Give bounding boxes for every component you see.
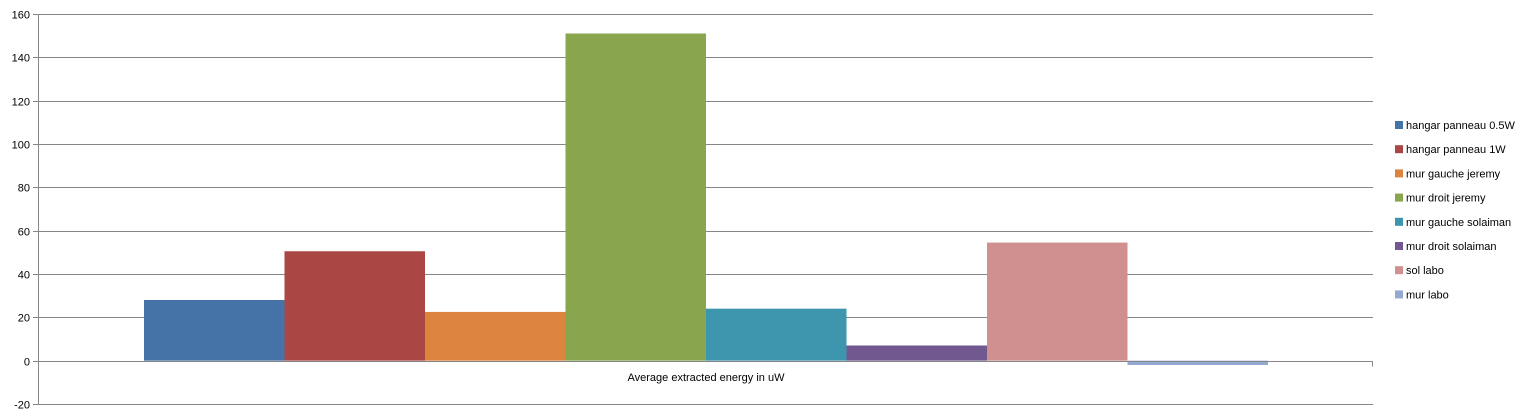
x-category-label: Average extracted energy in uW <box>628 372 786 384</box>
legend-swatch <box>1395 290 1403 299</box>
bar-5 <box>846 345 987 361</box>
legend-label: mur droit solaiman <box>1406 241 1496 253</box>
legend-label: mur droit jeremy <box>1406 193 1486 205</box>
legend-label: hangar panneau 0.5W <box>1406 120 1515 132</box>
y-tick-label: -20 <box>14 400 30 412</box>
bar-1 <box>284 251 425 361</box>
legend-label: mur labo <box>1406 289 1449 301</box>
legend: hangar panneau 0.5W hangar panneau 1W mur … <box>1395 120 1515 301</box>
legend-label: mur gauche solaiman <box>1406 217 1511 229</box>
y-tick-label: 100 <box>12 140 30 152</box>
legend-swatch <box>1395 169 1403 178</box>
bar-0 <box>144 300 285 361</box>
bar-2 <box>425 311 566 361</box>
y-tick-label: 60 <box>18 227 30 239</box>
bar-3 <box>565 33 706 361</box>
y-tick-label: 140 <box>12 53 30 65</box>
y-tick-label: 80 <box>18 183 30 195</box>
legend-label: sol labo <box>1406 265 1444 277</box>
legend-swatch <box>1395 266 1403 275</box>
bar-7 <box>1127 360 1268 365</box>
axes <box>38 14 1373 404</box>
y-tick-label: 40 <box>18 270 30 282</box>
y-tick-label: 120 <box>12 97 30 109</box>
legend-label: hangar panneau 1W <box>1406 144 1506 156</box>
y-tick-labels: -20 0 20 40 60 80 100 120 140 160 <box>12 10 30 412</box>
y-tick-label: 20 <box>18 313 30 325</box>
legend-swatch <box>1395 121 1403 129</box>
bars <box>144 33 1268 365</box>
bar-4 <box>706 308 847 361</box>
legend-swatch <box>1395 217 1403 226</box>
y-tick-label: 0 <box>24 357 30 369</box>
y-tick-label: 160 <box>12 10 30 22</box>
legend-swatch <box>1395 145 1403 154</box>
bar-6 <box>987 242 1128 361</box>
legend-label: mur gauche jeremy <box>1406 168 1501 180</box>
legend-swatch <box>1395 193 1403 202</box>
legend-swatch <box>1395 242 1403 250</box>
